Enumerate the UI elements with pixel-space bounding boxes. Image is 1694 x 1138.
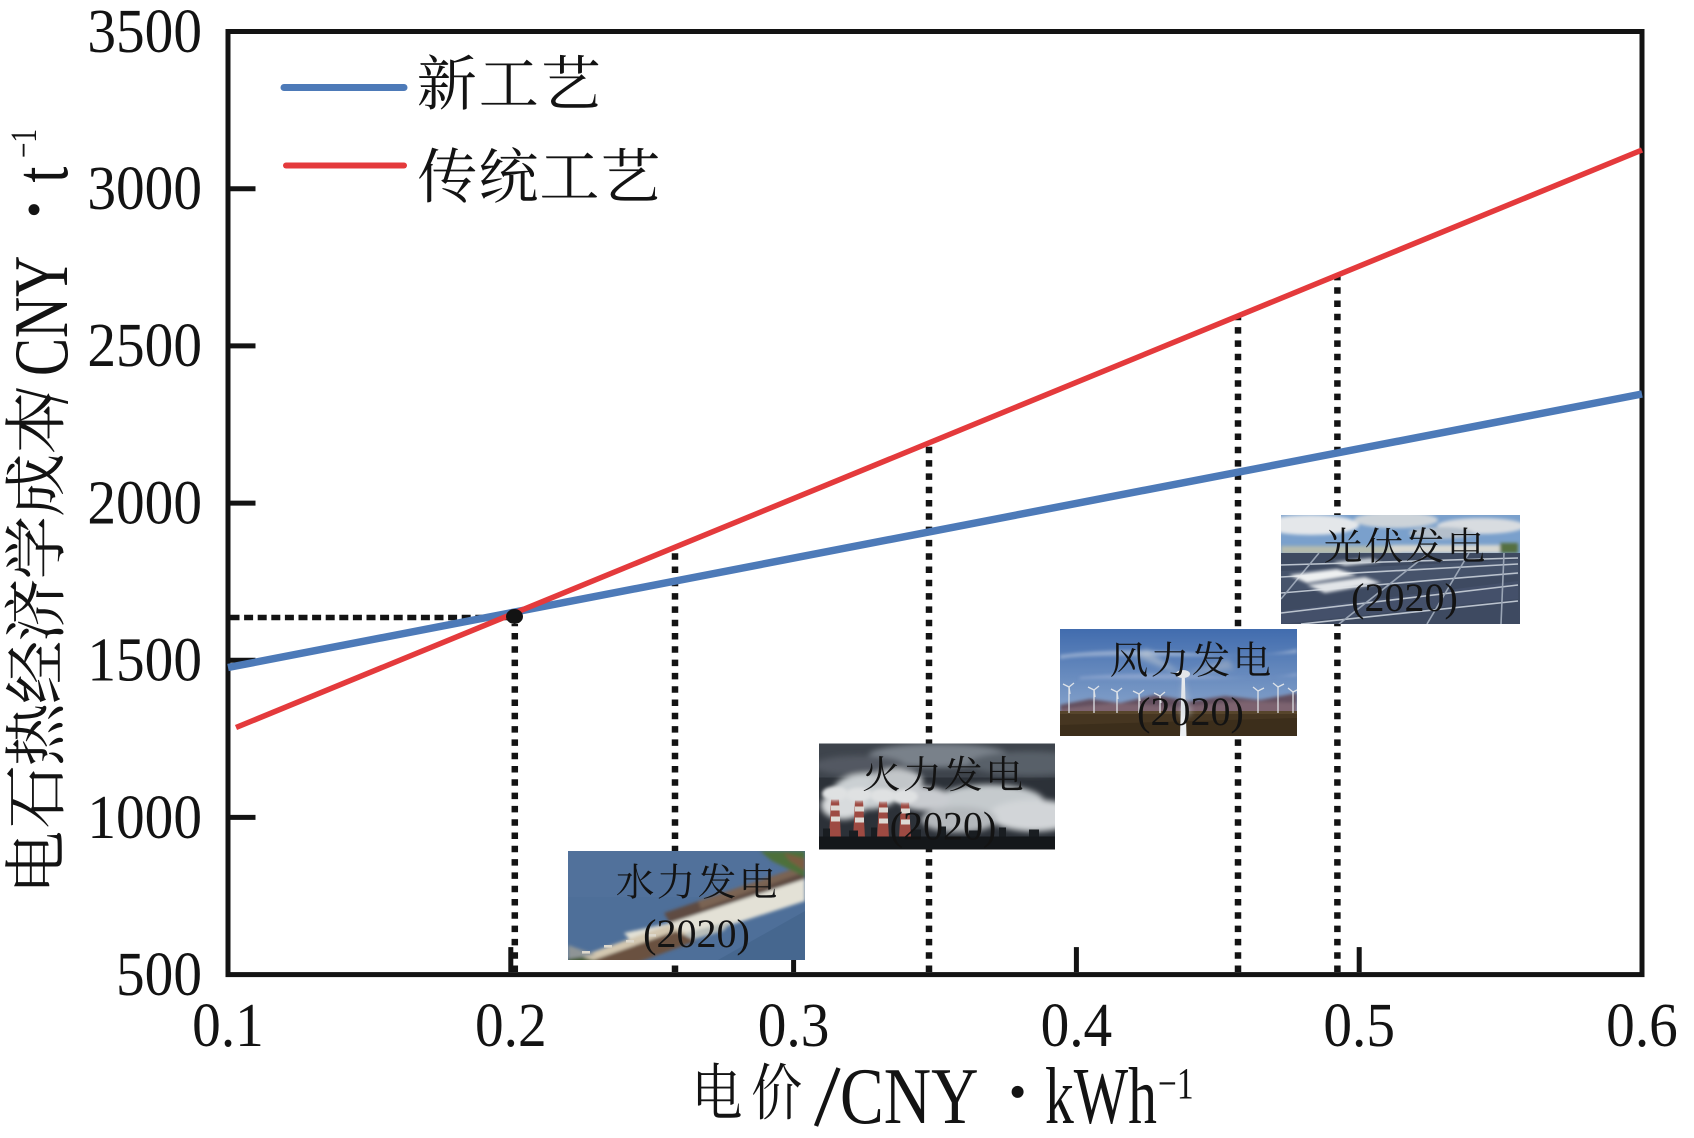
svg-text:CNY: CNY	[0, 256, 84, 376]
svg-text:(2020): (2020)	[890, 803, 997, 848]
svg-text:0.5: 0.5	[1323, 991, 1395, 1061]
svg-text:1000: 1000	[87, 782, 202, 852]
svg-text:/: /	[0, 388, 84, 404]
svg-text:1500: 1500	[87, 625, 202, 695]
svg-text:2000: 2000	[87, 468, 202, 538]
svg-text:3500: 3500	[87, 0, 202, 67]
svg-text:CNY: CNY	[840, 1052, 978, 1138]
svg-text:(2020): (2020)	[1137, 689, 1244, 734]
svg-text:0.3: 0.3	[758, 991, 830, 1061]
svg-text:(2020): (2020)	[1351, 575, 1458, 620]
svg-text:t: t	[0, 167, 84, 183]
svg-text:0.4: 0.4	[1041, 991, 1113, 1061]
svg-text:500: 500	[116, 940, 202, 1010]
svg-text:−1: −1	[1158, 1060, 1194, 1108]
svg-text:(2020): (2020)	[643, 911, 750, 956]
svg-text:0.2: 0.2	[475, 991, 547, 1061]
svg-text:0.6: 0.6	[1606, 991, 1678, 1061]
svg-text:−1: −1	[4, 129, 45, 158]
svg-text:3000: 3000	[87, 154, 202, 224]
svg-text:2500: 2500	[87, 311, 202, 381]
svg-text:0.1: 0.1	[192, 991, 264, 1061]
svg-text:kWh: kWh	[1045, 1053, 1157, 1138]
